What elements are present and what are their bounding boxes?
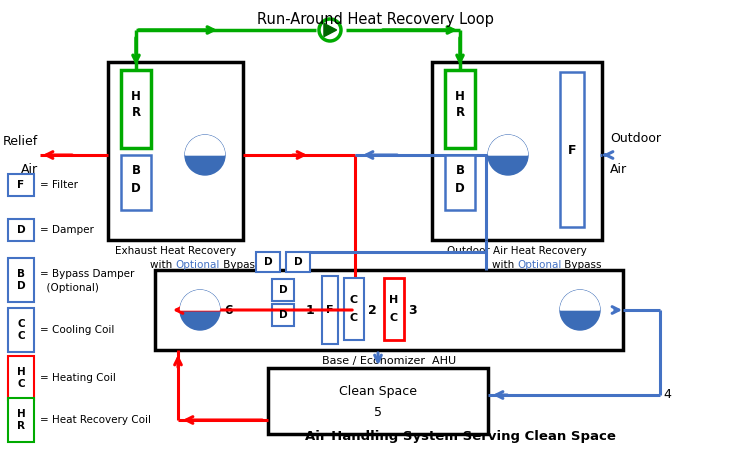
- Bar: [121, 155, 151, 210]
- Text: C: C: [350, 313, 358, 323]
- Bar: [8, 398, 34, 442]
- Bar: [268, 368, 488, 434]
- Text: = Bypass Damper: = Bypass Damper: [40, 269, 134, 279]
- Text: Bypass: Bypass: [561, 260, 602, 270]
- Text: H: H: [455, 90, 465, 103]
- Bar: [322, 276, 338, 344]
- Text: with: with: [491, 260, 517, 270]
- Polygon shape: [181, 291, 220, 310]
- Text: D: D: [131, 183, 141, 195]
- Polygon shape: [185, 135, 224, 155]
- Text: with: with: [150, 260, 176, 270]
- Text: Relief: Relief: [3, 135, 38, 148]
- Bar: [121, 70, 151, 148]
- Circle shape: [185, 135, 225, 175]
- Text: 2: 2: [368, 303, 376, 316]
- Bar: [445, 155, 475, 210]
- Text: C: C: [350, 295, 358, 305]
- Text: D: D: [16, 225, 26, 235]
- Bar: [272, 304, 294, 326]
- Bar: [445, 70, 475, 148]
- Bar: [8, 356, 34, 400]
- Circle shape: [180, 290, 220, 330]
- Text: = Cooling Coil: = Cooling Coil: [40, 325, 114, 335]
- Bar: [432, 62, 602, 240]
- Text: F: F: [17, 180, 25, 190]
- Text: B
D: B D: [16, 269, 26, 291]
- Text: Outdoor: Outdoor: [610, 132, 661, 145]
- Text: Outdoor Air Heat Recovery: Outdoor Air Heat Recovery: [447, 246, 586, 256]
- Text: 1: 1: [306, 303, 315, 316]
- Text: = Heating Coil: = Heating Coil: [40, 373, 116, 383]
- Text: D: D: [294, 257, 302, 267]
- Bar: [108, 62, 243, 240]
- Text: = Damper: = Damper: [40, 225, 94, 235]
- Text: H: H: [389, 295, 399, 305]
- Polygon shape: [324, 23, 337, 36]
- Text: Optional: Optional: [517, 260, 561, 270]
- Text: C: C: [390, 313, 398, 323]
- Text: Base / Economizer  AHU: Base / Economizer AHU: [322, 356, 456, 366]
- Polygon shape: [488, 135, 527, 155]
- Text: R: R: [131, 107, 140, 120]
- Circle shape: [319, 19, 341, 41]
- Text: B: B: [455, 165, 464, 177]
- Bar: [155, 270, 623, 350]
- Text: 5: 5: [374, 405, 382, 418]
- Text: Bypass: Bypass: [220, 260, 260, 270]
- Bar: [560, 72, 584, 227]
- Text: H
C: H C: [16, 367, 26, 389]
- Text: D: D: [264, 257, 272, 267]
- Bar: [8, 174, 34, 196]
- Bar: [8, 258, 34, 302]
- Text: 3: 3: [408, 303, 417, 316]
- Text: D: D: [279, 285, 287, 295]
- Circle shape: [560, 290, 600, 330]
- Text: R: R: [455, 107, 464, 120]
- Text: (Optional): (Optional): [40, 283, 99, 293]
- Text: H: H: [131, 90, 141, 103]
- Text: Air: Air: [610, 163, 627, 176]
- Text: Air: Air: [21, 163, 38, 176]
- Text: = Heat Recovery Coil: = Heat Recovery Coil: [40, 415, 151, 425]
- Text: 4: 4: [663, 388, 670, 401]
- Text: Optional: Optional: [176, 260, 220, 270]
- Circle shape: [488, 135, 528, 175]
- Text: F: F: [568, 144, 576, 157]
- Bar: [8, 308, 34, 352]
- Bar: [286, 252, 310, 272]
- Bar: [272, 279, 294, 301]
- Bar: [344, 278, 364, 340]
- Text: = Filter: = Filter: [40, 180, 78, 190]
- Text: B: B: [131, 165, 140, 177]
- Text: Clean Space: Clean Space: [339, 386, 417, 399]
- Text: Run-Around Heat Recovery Loop: Run-Around Heat Recovery Loop: [256, 12, 494, 27]
- Text: D: D: [455, 183, 465, 195]
- Bar: [256, 252, 280, 272]
- Text: Exhaust Heat Recovery: Exhaust Heat Recovery: [115, 246, 236, 256]
- Text: C
C: C C: [17, 319, 25, 341]
- Text: F: F: [326, 305, 334, 315]
- Text: Air Handling System Serving Clean Space: Air Handling System Serving Clean Space: [304, 430, 616, 443]
- Text: D: D: [279, 310, 287, 320]
- Text: H
R: H R: [16, 409, 26, 431]
- Bar: [384, 278, 404, 340]
- Bar: [8, 219, 34, 241]
- Polygon shape: [560, 291, 599, 310]
- Text: 6: 6: [224, 303, 232, 316]
